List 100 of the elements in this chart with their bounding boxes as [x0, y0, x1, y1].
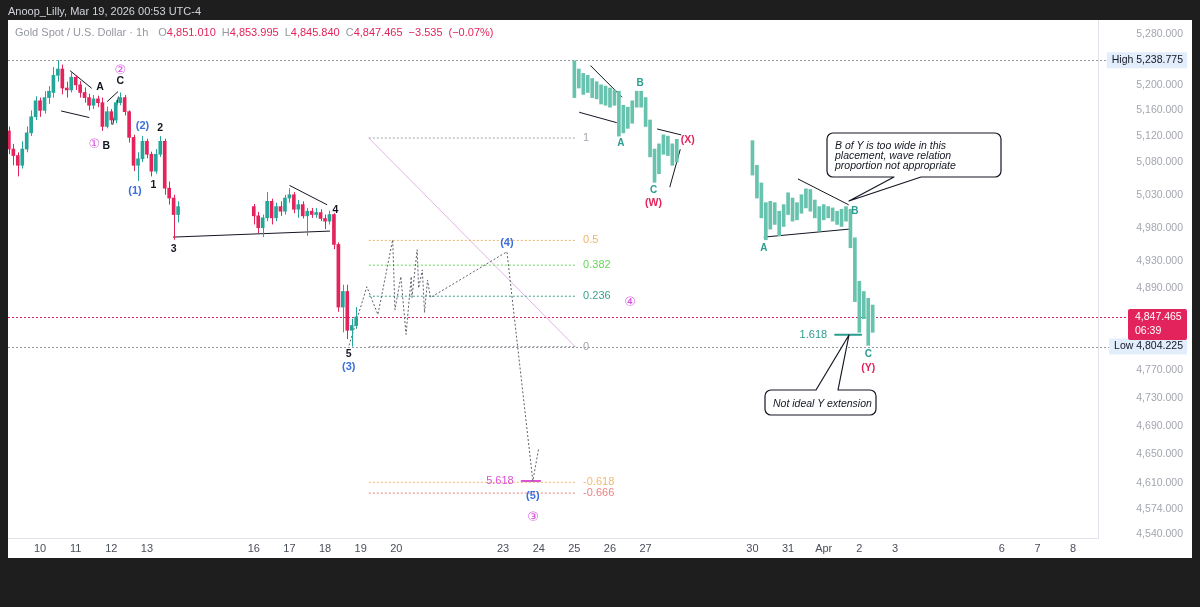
x-tick-label: 25	[568, 541, 581, 554]
annotation: B	[102, 138, 111, 151]
series-label: 1	[583, 131, 590, 144]
text: Gold Spot / U.S. Dollar · 1h	[15, 26, 149, 39]
candlestick	[60, 64, 65, 95]
text: 06:39	[1135, 323, 1162, 336]
bar	[608, 87, 612, 108]
x-tick-label: 12	[105, 541, 118, 554]
bar	[826, 206, 830, 219]
annotation: (X)	[680, 133, 695, 146]
series-label: 5.618	[486, 473, 514, 486]
x-tick-label: 16	[247, 541, 260, 554]
x-tick-label: 24	[532, 541, 545, 554]
annotation: (2)	[135, 119, 150, 132]
annotation: C	[864, 348, 872, 360]
x-tick-label: 18	[318, 541, 332, 554]
annotation: B	[636, 76, 644, 88]
series-label: 1.618	[799, 327, 828, 340]
text: O4,851.010 H4,853.995 L4,845.840 C4,847.465 −3.535 (−0.07%)	[158, 26, 494, 39]
annotation: (5)	[526, 488, 540, 501]
annotation: 5	[345, 347, 352, 360]
series-label: 0.236	[583, 289, 611, 302]
x-tick-label: 31	[781, 541, 795, 554]
ref-line-label: 4,847.465	[1135, 309, 1182, 322]
bar	[674, 139, 679, 163]
annotation: (W)	[645, 196, 662, 209]
candlestick	[341, 284, 345, 333]
annotation: (Y)	[861, 361, 876, 374]
series-label: -0.666	[583, 486, 615, 499]
bar	[599, 84, 603, 105]
y-tick-label: 5,160.000	[1136, 103, 1184, 116]
annotation: Not ideal Y extension	[773, 396, 872, 409]
y-tick-label: 4,730.000	[1136, 390, 1184, 403]
candlestick	[349, 318, 354, 348]
x-tick-label: 27	[639, 541, 652, 554]
annotation: (4)	[500, 235, 514, 248]
y-tick-label: 4,930.000	[1136, 254, 1184, 267]
x-tick-label: 30	[746, 541, 759, 554]
y-tick-label: 4,540.000	[1136, 526, 1184, 539]
series-label: 0.382	[583, 258, 611, 271]
annotation: A	[760, 241, 768, 253]
candlestick	[305, 207, 310, 237]
candlestick	[292, 191, 296, 214]
candlestick	[15, 151, 20, 177]
annotation: ①	[88, 135, 101, 151]
annotation: A	[617, 136, 625, 148]
annotation: 1	[150, 178, 157, 191]
candlestick	[8, 125, 11, 155]
bar	[581, 73, 586, 95]
series-label: 0.5	[583, 233, 599, 246]
candlestick	[20, 140, 25, 170]
x-tick-label: 11	[69, 541, 82, 554]
bar	[617, 90, 621, 137]
annotation: 3	[170, 241, 177, 254]
series-label: 0	[583, 339, 590, 352]
candlestick	[251, 203, 256, 225]
annotation: B of Y is too wide in this placement, wave relation proportion not appropriate	[835, 139, 957, 171]
x-tick-label: Apr	[815, 541, 833, 554]
candlestick	[38, 97, 42, 118]
annotation: C	[649, 184, 658, 196]
x-tick-label: 10	[33, 541, 47, 554]
bar	[835, 210, 839, 225]
annotation: A	[96, 79, 105, 92]
x-tick-label: 17	[283, 541, 296, 554]
annotation: (3)	[342, 359, 356, 372]
y-tick-label: 4,574.000	[1136, 501, 1184, 514]
x-tick-label: 19	[354, 541, 367, 554]
y-tick-label: 4,610.000	[1136, 475, 1184, 488]
y-tick-label: 4,650.000	[1136, 447, 1184, 460]
x-tick-label: 3	[891, 541, 899, 554]
y-tick-label: 5,080.000	[1136, 154, 1184, 167]
annotation: B	[851, 205, 859, 217]
annotation: ③	[527, 508, 539, 524]
annotation: ④	[624, 293, 636, 309]
y-tick-label: 5,030.000	[1136, 187, 1184, 200]
y-tick-label: 5,200.000	[1136, 77, 1184, 90]
x-tick-label: 7	[1034, 541, 1041, 554]
x-tick-label: 6	[998, 541, 1005, 554]
x-tick-label: 26	[603, 541, 617, 554]
x-tick-label: 13	[140, 541, 154, 554]
y-tick-label: 4,980.000	[1136, 220, 1184, 233]
bar	[590, 78, 595, 98]
y-tick-label: 4,690.000	[1136, 419, 1184, 432]
y-tick-label: 4,890.000	[1136, 280, 1184, 293]
annotation: 4	[332, 203, 339, 216]
x-tick-label: 23	[497, 541, 510, 554]
annotation: 2	[157, 121, 164, 133]
text: Anoop_Lilly, Mar 19, 2026 00:53 UTC-4	[8, 4, 202, 18]
annotation: C	[116, 74, 125, 87]
ref-line-label: High 5,238.775	[1111, 53, 1184, 66]
series-label: -0.618	[583, 475, 615, 488]
x-tick-label: 8	[1070, 541, 1077, 554]
candlestick	[176, 200, 180, 223]
y-tick-label: 5,280.000	[1136, 27, 1184, 40]
y-tick-label: 4,770.000	[1136, 363, 1184, 376]
candlestick	[105, 106, 109, 129]
candlestick	[274, 202, 278, 222]
y-tick-label: 5,120.000	[1136, 129, 1184, 141]
candlestick	[69, 71, 74, 93]
ref-line-label: Low 4,804.225	[1114, 339, 1184, 352]
